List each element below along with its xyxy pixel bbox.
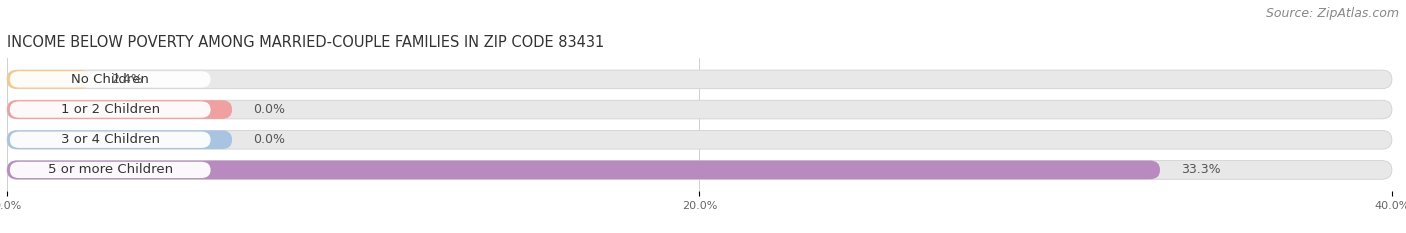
- Text: 5 or more Children: 5 or more Children: [48, 163, 173, 176]
- FancyBboxPatch shape: [7, 130, 232, 149]
- FancyBboxPatch shape: [7, 130, 1392, 149]
- Text: 0.0%: 0.0%: [253, 103, 285, 116]
- Text: 1 or 2 Children: 1 or 2 Children: [60, 103, 160, 116]
- Text: 0.0%: 0.0%: [253, 133, 285, 146]
- FancyBboxPatch shape: [10, 132, 211, 148]
- Text: Source: ZipAtlas.com: Source: ZipAtlas.com: [1265, 7, 1399, 20]
- Text: 33.3%: 33.3%: [1181, 163, 1220, 176]
- FancyBboxPatch shape: [10, 71, 211, 88]
- FancyBboxPatch shape: [7, 161, 1392, 179]
- FancyBboxPatch shape: [7, 161, 1160, 179]
- Text: No Children: No Children: [72, 73, 149, 86]
- Text: 2.4%: 2.4%: [111, 73, 142, 86]
- FancyBboxPatch shape: [10, 162, 211, 178]
- FancyBboxPatch shape: [7, 70, 90, 89]
- FancyBboxPatch shape: [7, 100, 232, 119]
- FancyBboxPatch shape: [10, 101, 211, 118]
- Text: 3 or 4 Children: 3 or 4 Children: [60, 133, 160, 146]
- Text: INCOME BELOW POVERTY AMONG MARRIED-COUPLE FAMILIES IN ZIP CODE 83431: INCOME BELOW POVERTY AMONG MARRIED-COUPL…: [7, 35, 605, 50]
- FancyBboxPatch shape: [7, 70, 1392, 89]
- FancyBboxPatch shape: [7, 100, 1392, 119]
